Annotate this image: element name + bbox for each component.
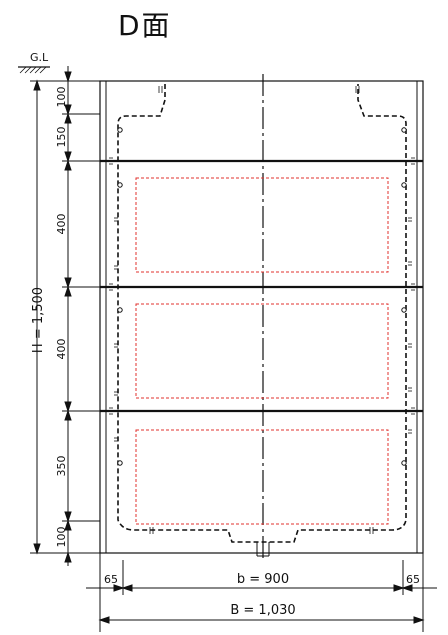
outer-box	[99, 80, 424, 554]
dimension-widths	[86, 553, 437, 632]
segment-label-4: 350	[55, 456, 68, 477]
opening-top	[135, 177, 389, 273]
total-width-label: B = 1,030	[230, 603, 295, 618]
segment-label-1: 150	[55, 127, 68, 148]
face-title: D面	[118, 9, 172, 42]
side-left-label: 65	[104, 573, 118, 586]
small-markers	[109, 86, 415, 534]
reinforcement-outline	[117, 84, 407, 543]
opening-middle	[135, 303, 389, 399]
inner-width-label: b = 900	[237, 572, 289, 587]
openings	[135, 177, 389, 525]
total-height-label: H = 1,500	[31, 287, 46, 353]
segment-label-5: 100	[55, 527, 68, 548]
dimension-segments	[62, 66, 100, 566]
joint-lines	[100, 159, 423, 413]
segment-label-3: 400	[55, 339, 68, 360]
bottom-stub	[256, 542, 270, 557]
segment-label-0: 100	[55, 87, 68, 108]
side-right-label: 65	[406, 573, 420, 586]
ground-level-symbol: G.L	[18, 51, 50, 74]
circle-markers	[117, 127, 407, 466]
opening-bottom	[135, 429, 389, 525]
segment-label-2: 400	[55, 214, 68, 235]
ground-label: G.L	[30, 51, 49, 64]
